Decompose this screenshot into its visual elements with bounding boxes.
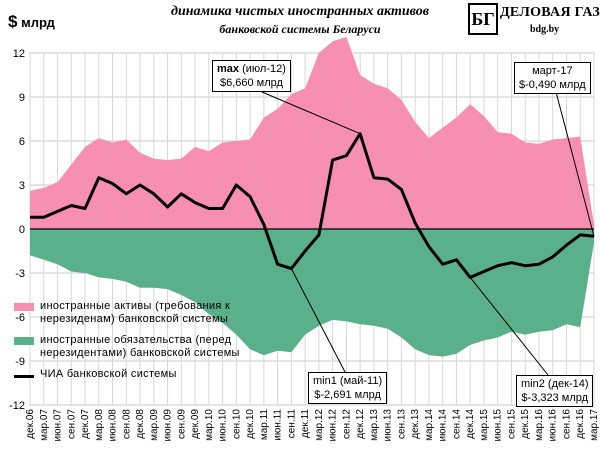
publisher-logo: БГ ДЕЛОВАЯ ГАЗЕТА bdg.by [468,3,600,41]
legend-item-net: ЧИА банковской системы [14,368,248,381]
y-tick-label: -3 [15,268,25,280]
x-tick-label: июн.15 [493,409,504,442]
logo-name: ДЕЛОВАЯ ГАЗЕТА [500,5,600,20]
x-tick-label: дек.06 [25,409,36,439]
legend-item-liabilities: иностранные обязательства (перед нерезид… [14,334,248,360]
x-tick-label: сен.15 [506,409,517,439]
x-tick-label: сен.16 [561,409,572,439]
x-tick-label: июн.09 [163,409,174,442]
callout-min2: min2 (дек-14) $-3,323 млрд [516,375,594,407]
x-tick-label: июн.07 [53,409,64,442]
unit-text: млрд [21,15,55,30]
x-tick-label: мар.10 [204,409,215,441]
callout-min2-period: (дек-14) [547,378,589,390]
x-tick-label: мар.08 [94,409,105,441]
x-tick-label: мар.15 [479,409,490,441]
leader-min1 [290,268,346,373]
callout-min1: min1 (май-11) $-2,691 млрд [308,372,388,404]
x-tick-label: мар.17 [589,409,600,441]
callout-max-period: (июл-12) [242,63,286,75]
x-tick-label: июн.08 [108,409,119,442]
x-tick-label: мар.16 [534,409,545,441]
x-tick-label: июн.12 [328,409,339,442]
leader-last [555,91,595,237]
x-tick-label: дек.16 [575,409,586,439]
x-tick-label: дек.11 [300,409,311,438]
series-assets-area [30,36,594,230]
unit-label: $ млрд [8,12,55,32]
callout-min1-label: min1 [313,375,337,387]
y-tick-label: -12 [9,400,25,412]
x-tick-label: дек.10 [245,409,256,439]
x-tick-label: мар.12 [314,409,325,441]
x-tick-label: мар.07 [39,409,50,441]
x-tick-label: сен.12 [341,409,352,439]
y-tick-label: 0 [19,224,25,236]
x-tick-label: дек.08 [135,409,146,439]
chart-legend: иностранные активы (требования к нерезид… [14,300,248,387]
chart-subtitle: банковской системы Беларуси [219,22,381,36]
x-tick-label: сен.13 [396,409,407,439]
x-tick-label: июн.13 [383,409,394,442]
x-tick-label: мар.13 [369,409,380,441]
callout-min1-value: $-2,691 млрд [314,389,381,401]
x-tick-label: сен.10 [231,409,242,439]
y-tick-label: 9 [19,92,25,104]
y-tick-label: 6 [19,136,25,148]
x-tick-label: дек.15 [520,409,531,439]
legend-label-liabilities: иностранные обязательства (перед нерезид… [40,334,240,359]
x-tick-label: июн.10 [218,409,229,442]
x-tick-label: дек.09 [190,409,201,439]
callout-max-label: max [217,63,240,75]
legend-swatch-assets [14,303,34,311]
x-tick-label: июн.14 [438,409,449,442]
x-tick-label: сен.14 [451,409,462,439]
unit-currency: $ [8,12,18,31]
legend-label-assets: иностранные активы (требования к нерезид… [40,300,231,325]
leader-min2 [469,277,549,376]
x-tick-label: сен.07 [66,409,77,439]
leader-max [261,91,361,135]
callout-max: max (июл-12) $6,660 млрд [212,60,291,92]
x-tick-label: сен.09 [176,409,187,439]
y-tick-label: -9 [15,356,25,368]
x-tick-label: мар.14 [424,409,435,441]
callout-min2-value: $-3,323 млрд [521,392,589,404]
x-tick-label: дек.13 [410,409,421,439]
legend-swatch-net [14,375,34,378]
callout-max-value: $6,660 млрд [219,77,283,89]
callout-min2-label: min2 [521,378,545,390]
chart-title: динамика чистых иностранных активов [171,4,429,19]
legend-swatch-liabilities [14,337,34,345]
legend-label-net: ЧИА банковской системы [40,368,177,380]
y-tick-label: -6 [15,312,25,324]
x-tick-label: июн.11 [273,409,284,441]
x-tick-label: июн.16 [548,409,559,442]
legend-item-assets: иностранные активы (требования к нерезид… [14,300,248,326]
callout-last-period: март-17 [532,65,573,77]
x-tick-label: сен.11 [286,409,297,439]
x-tick-label: мар.11 [259,409,270,441]
callout-min1-period: (май-11) [339,375,383,387]
x-tick-label: дек.07 [80,409,91,439]
x-tick-label: сен.08 [121,409,132,439]
y-tick-label: 3 [19,180,25,192]
x-tick-label: мар.09 [149,409,160,441]
x-tick-label: дек.12 [355,409,366,439]
x-tick-label: дек.14 [465,409,476,439]
y-tick-label: 12 [13,48,25,60]
logo-mark: БГ [468,3,498,35]
series-net-line [30,132,595,279]
logo-site: bdg.by [530,24,560,35]
callout-last: март-17 $-0,490 млрд [514,62,591,94]
callout-last-value: $-0,490 млрд [519,79,586,91]
